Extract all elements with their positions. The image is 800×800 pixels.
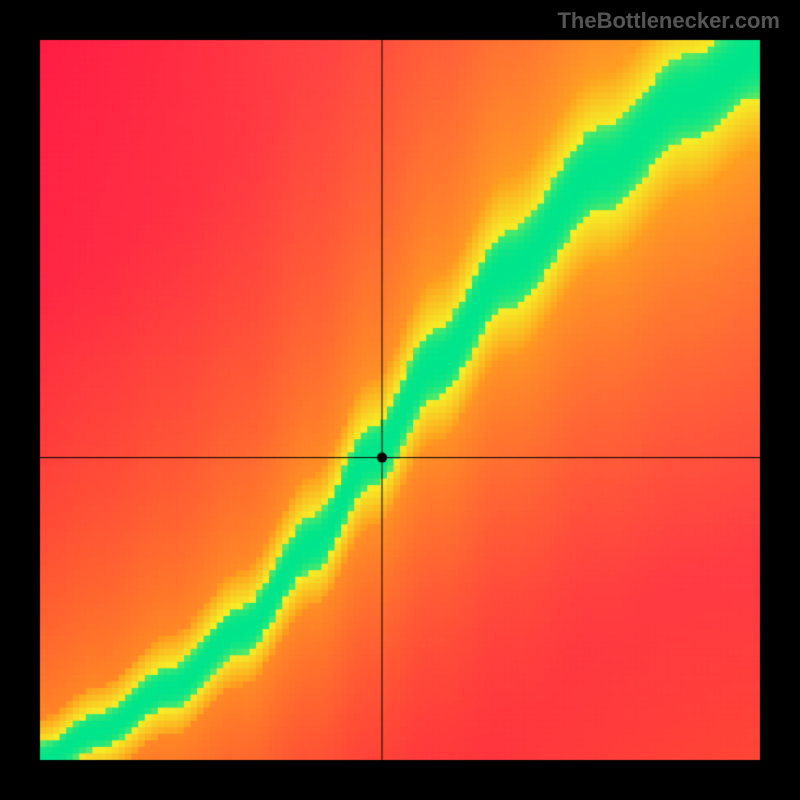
bottleneck-heatmap [0, 0, 800, 800]
watermark-text: TheBottlenecker.com [557, 8, 780, 34]
chart-container: TheBottlenecker.com [0, 0, 800, 800]
